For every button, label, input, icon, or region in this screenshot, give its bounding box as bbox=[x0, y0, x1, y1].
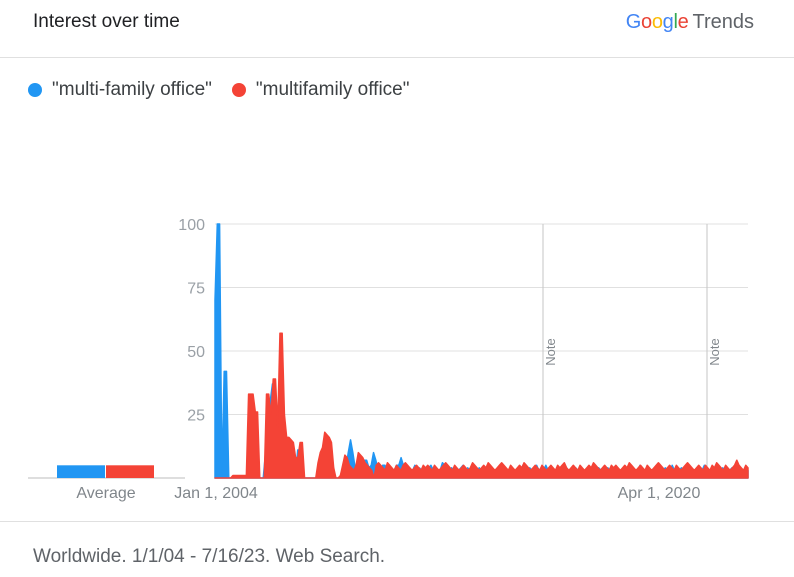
y-tick-label: 50 bbox=[187, 344, 205, 361]
google-wordmark: Google bbox=[626, 11, 689, 33]
trends-wordmark: Trends bbox=[692, 11, 754, 33]
average-bar-1 bbox=[57, 465, 105, 478]
brand-letter: e bbox=[677, 11, 689, 33]
note-label: Note bbox=[543, 338, 558, 365]
brand-letter: o bbox=[641, 11, 652, 33]
series-area-2 bbox=[214, 332, 749, 479]
x-tick-label: Jan 1, 2004 bbox=[174, 485, 258, 502]
chart-legend: "multi-family office" "multifamily offic… bbox=[28, 79, 429, 101]
chart-footer: Worldwide. 1/1/04 - 7/16/23. Web Search. bbox=[33, 546, 386, 567]
y-tick-label: 100 bbox=[178, 217, 205, 234]
legend-dot-series-2 bbox=[231, 83, 246, 97]
chart-title: Interest over time bbox=[33, 11, 180, 32]
legend-label-series-2: "multifamily office" bbox=[255, 79, 410, 100]
legend-item-series-1[interactable]: "multi-family office" bbox=[28, 79, 212, 101]
average-label: Average bbox=[76, 485, 135, 502]
brand-letter: o bbox=[651, 11, 663, 33]
chart-header: Interest over time Google Trends bbox=[0, 0, 794, 58]
y-tick-label: 75 bbox=[187, 281, 205, 298]
brand-letter: l bbox=[673, 11, 678, 33]
footer-divider bbox=[0, 521, 794, 522]
note-label: Note bbox=[707, 338, 722, 365]
brand-letter: G bbox=[625, 11, 642, 33]
legend-dot-series-1 bbox=[28, 83, 42, 97]
google-trends-logo: Google Trends bbox=[626, 11, 754, 34]
y-tick-label: 25 bbox=[187, 408, 205, 425]
average-bar-2 bbox=[106, 465, 154, 478]
x-tick-label: Apr 1, 2020 bbox=[618, 485, 701, 502]
legend-item-series-2[interactable]: "multifamily office" bbox=[231, 79, 410, 101]
brand-letter: g bbox=[662, 11, 674, 33]
legend-label-series-1: "multi-family office" bbox=[52, 79, 212, 100]
